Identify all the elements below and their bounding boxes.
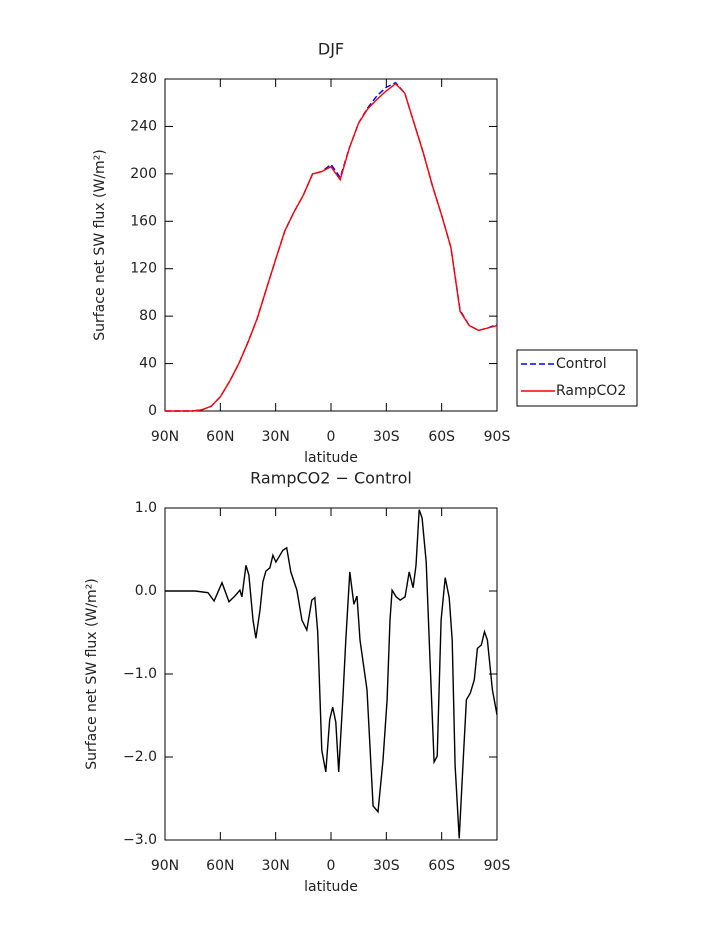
x-axis-label: latitude xyxy=(304,450,358,466)
x-tick-label: 60N xyxy=(206,429,234,445)
y-tick-label: 80 xyxy=(139,308,157,324)
plot-frame xyxy=(164,507,498,841)
y-tick-label: 40 xyxy=(139,356,157,372)
x-tick-label: 60N xyxy=(206,858,234,874)
x-tick-label: 60S xyxy=(428,858,455,874)
y-tick-label: 240 xyxy=(130,118,157,134)
plot-frame xyxy=(164,78,498,412)
x-tick-label: 0 xyxy=(327,429,336,445)
data-line xyxy=(165,82,498,412)
data-line xyxy=(165,509,498,839)
y-tick-label: 280 xyxy=(130,71,157,87)
x-tick-label: 30N xyxy=(262,429,290,445)
x-axis-label: latitude xyxy=(304,879,358,895)
legend-label: RampCO2 xyxy=(556,383,626,399)
x-tick-label: 90S xyxy=(484,429,511,445)
x-tick-label: 30S xyxy=(373,858,400,874)
legend-box xyxy=(516,349,638,407)
x-tick-label: 90N xyxy=(151,429,179,445)
y-tick-label: 160 xyxy=(130,213,157,229)
y-axis-label: Surface net SW flux (W/m²) xyxy=(84,578,100,770)
y-tick-label: 0.0 xyxy=(135,583,157,599)
x-tick-label: 90N xyxy=(151,858,179,874)
y-tick-label: 0 xyxy=(148,403,157,419)
y-axis-label: Surface net SW flux (W/m²) xyxy=(92,149,108,341)
x-tick-label: 30N xyxy=(262,858,290,874)
x-tick-label: 60S xyxy=(428,429,455,445)
y-tick-label: −1.0 xyxy=(123,666,157,682)
y-tick-label: 120 xyxy=(130,261,157,277)
y-tick-label: 200 xyxy=(130,166,157,182)
data-line xyxy=(165,81,498,412)
y-tick-label: −3.0 xyxy=(123,832,157,848)
y-tick-label: −2.0 xyxy=(123,749,157,765)
legend-label: Control xyxy=(556,356,607,372)
x-tick-label: 0 xyxy=(327,858,336,874)
chart-title: DJF xyxy=(318,40,344,59)
x-tick-label: 90S xyxy=(484,858,511,874)
y-tick-label: 1.0 xyxy=(135,500,157,516)
chart-title: RampCO2 − Control xyxy=(250,469,412,488)
x-tick-label: 30S xyxy=(373,429,400,445)
